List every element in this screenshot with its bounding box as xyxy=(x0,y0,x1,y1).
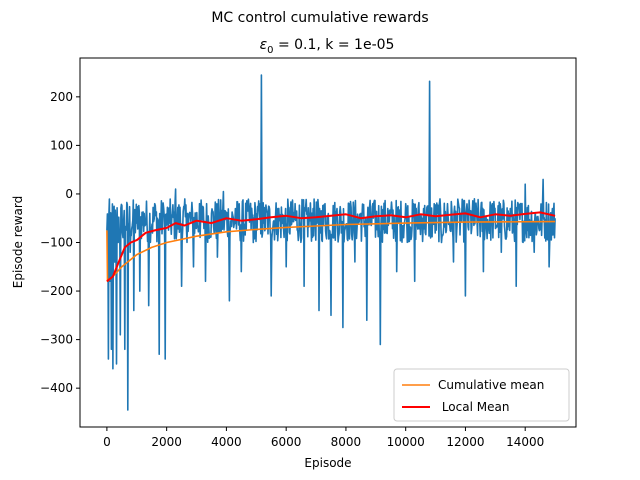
legend-label-local-mean: Local Mean xyxy=(438,400,509,414)
y-tick-label: −300 xyxy=(40,333,73,347)
chart-title-subscript: 0 xyxy=(267,45,273,56)
y-tick-label: −400 xyxy=(40,381,73,395)
series-layer xyxy=(106,74,556,411)
y-tick-label: 0 xyxy=(65,187,73,201)
x-axis-label: Episode xyxy=(304,456,351,470)
x-tick-label: 4000 xyxy=(211,435,242,449)
legend: Cumulative mean Local Mean xyxy=(393,368,570,422)
x-tick-label: 0 xyxy=(103,435,111,449)
y-tick-label: −200 xyxy=(40,284,73,298)
y-tick-label: 100 xyxy=(50,138,73,152)
y-tick-label: −100 xyxy=(40,236,73,250)
chart-title: ε0 = 0.1, k = 1e-05 xyxy=(260,37,395,56)
series-line-cumulative-mean xyxy=(106,220,556,283)
plot-area xyxy=(106,74,556,411)
chart-suptitle: MC control cumulative rewards xyxy=(211,10,428,26)
legend-box xyxy=(393,368,570,422)
x-tick-label: 2000 xyxy=(151,435,182,449)
chart-title-epsilon: ε xyxy=(260,37,268,53)
x-tick-label: 8000 xyxy=(331,435,362,449)
x-tick-label: 10000 xyxy=(387,435,425,449)
y-axis: −400 −300 −200 −100 0 100 200 xyxy=(40,90,80,395)
x-tick-label: 14000 xyxy=(506,435,544,449)
y-tick-label: 200 xyxy=(50,90,73,104)
x-tick-label: 6000 xyxy=(271,435,302,449)
x-tick-label: 12000 xyxy=(446,435,484,449)
y-axis-label: Episode reward xyxy=(11,196,25,289)
legend-label-cumulative-mean: Cumulative mean xyxy=(438,378,544,392)
chart-title-suffix: = 0.1, k = 1e-05 xyxy=(274,37,395,53)
series-line-local-mean xyxy=(106,211,556,283)
x-axis: 0 2000 4000 6000 8000 10000 12000 14000 xyxy=(103,427,544,449)
series-line-episode-reward xyxy=(106,74,556,411)
